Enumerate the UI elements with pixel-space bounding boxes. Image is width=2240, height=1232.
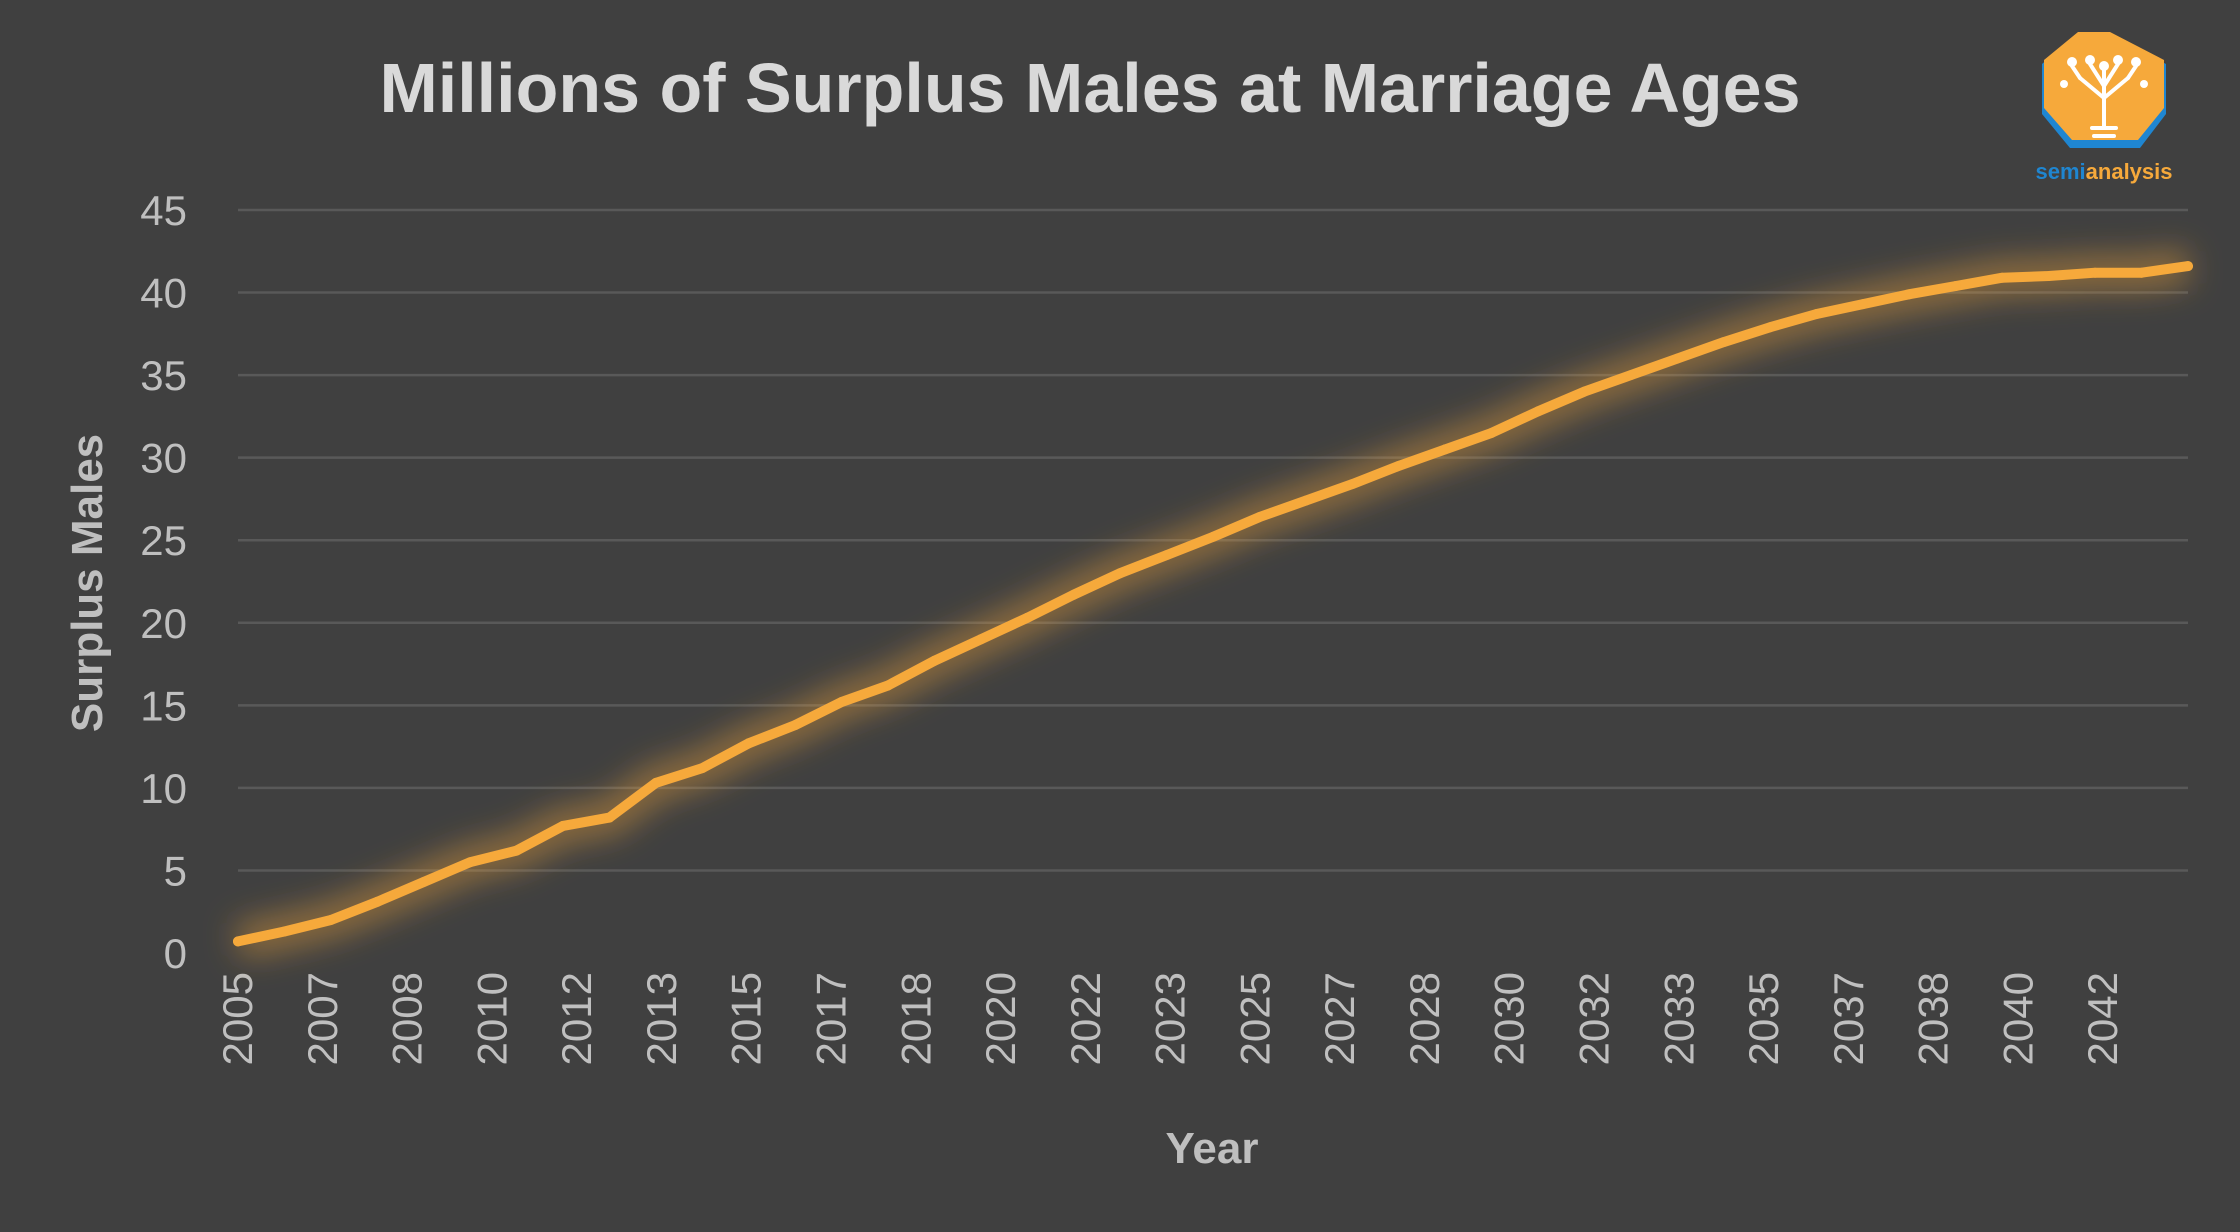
data-point [929,655,940,666]
x-axis-ticks: 2005 2007 2008 2010 2012 2013 2015 2017 2018 2020… [214,972,2126,1065]
series-line [233,261,2193,947]
chart-title: Millions of Surplus Males at Marriage Ag… [379,49,1800,127]
x-tick-label: 2005 [214,972,261,1065]
data-point [1161,550,1172,561]
y-tick-label: 10 [140,765,187,812]
data-point [1208,531,1218,542]
x-tick-label: 2010 [468,972,515,1065]
data-point [279,926,290,937]
data-point [883,680,893,691]
data-point [1997,272,2008,283]
data-point [743,738,754,749]
data-point [233,936,243,947]
y-axis-ticks: 0 5 10 15 20 25 30 35 40 45 [140,187,187,977]
y-tick-label: 35 [140,352,187,399]
x-tick-label: 2042 [2079,972,2126,1065]
data-point [1393,460,1404,471]
data-point [1811,309,1822,319]
x-tick-label: 2038 [1910,972,1957,1065]
x-tick-label: 2017 [807,972,854,1065]
svg-text:semianalysis: semianalysis [2036,159,2173,184]
x-tick-label: 2012 [553,972,600,1065]
x-tick-label: 2028 [1401,972,1448,1065]
y-tick-label: 45 [140,187,187,234]
logo-text-semi: semi [2036,159,2086,184]
data-point [325,915,336,925]
tree-circuit-lightbulb-icon [2042,32,2166,148]
data-point [2090,267,2101,278]
data-point [1254,512,1265,523]
data-point [1950,281,1961,291]
data-point [1022,612,1033,623]
data-point [604,812,615,823]
data-point [1533,406,1543,417]
data-point [1858,299,1868,310]
data-point [650,777,661,788]
x-tick-label: 2015 [723,972,770,1065]
x-tick-label: 2040 [1994,972,2041,1065]
data-point [1115,568,1126,579]
data-point [836,697,847,707]
y-tick-label: 15 [140,682,187,729]
data-point [1579,386,1590,397]
data-point [1068,589,1079,600]
data-point [1672,353,1683,364]
x-tick-label: 2025 [1231,972,1278,1065]
semianalysis-logo: semianalysis [2036,32,2173,184]
y-tick-label: 25 [140,517,187,564]
x-tick-label: 2008 [384,972,431,1065]
y-tick-label: 20 [140,600,187,647]
x-tick-label: 2022 [1062,972,1109,1065]
data-point [465,857,476,868]
y-tick-label: 30 [140,435,187,482]
data-point [697,763,708,774]
series-surplus-males [233,249,2193,959]
data-point [511,845,522,856]
data-point [2136,267,2147,278]
data-point [975,634,986,645]
y-axis-label: Surplus Males [63,434,112,732]
y-tick-label: 5 [164,847,187,894]
data-point [418,877,429,887]
x-tick-label: 2032 [1571,972,1618,1065]
x-tick-label: 2030 [1486,972,1533,1065]
x-tick-label: 2013 [638,972,685,1065]
data-point [790,720,801,731]
y-tick-label: 40 [140,270,187,317]
logo-text-analysis: analysis [2086,159,2173,184]
data-point [372,896,383,907]
data-point [1625,370,1636,381]
data-point [558,820,568,831]
x-tick-label: 2020 [977,972,1024,1065]
data-point [1347,479,1358,490]
data-point [1440,444,1451,455]
y-tick-label: 0 [164,930,187,977]
data-point [1300,495,1311,506]
data-point [2043,271,2054,281]
data-point [1486,427,1497,438]
data-point [1718,337,1729,348]
x-tick-label: 2035 [1740,972,1787,1065]
data-point [1765,322,1776,333]
data-point [1904,289,1915,300]
x-tick-label: 2037 [1825,972,1872,1065]
x-tick-label: 2018 [892,972,939,1065]
x-axis-label: Year [1166,1124,1259,1173]
x-tick-label: 2033 [1655,972,1702,1065]
data-point [2183,261,2193,272]
x-tick-label: 2027 [1316,972,1363,1065]
x-tick-label: 2007 [299,972,346,1065]
x-tick-label: 2023 [1147,972,1194,1065]
